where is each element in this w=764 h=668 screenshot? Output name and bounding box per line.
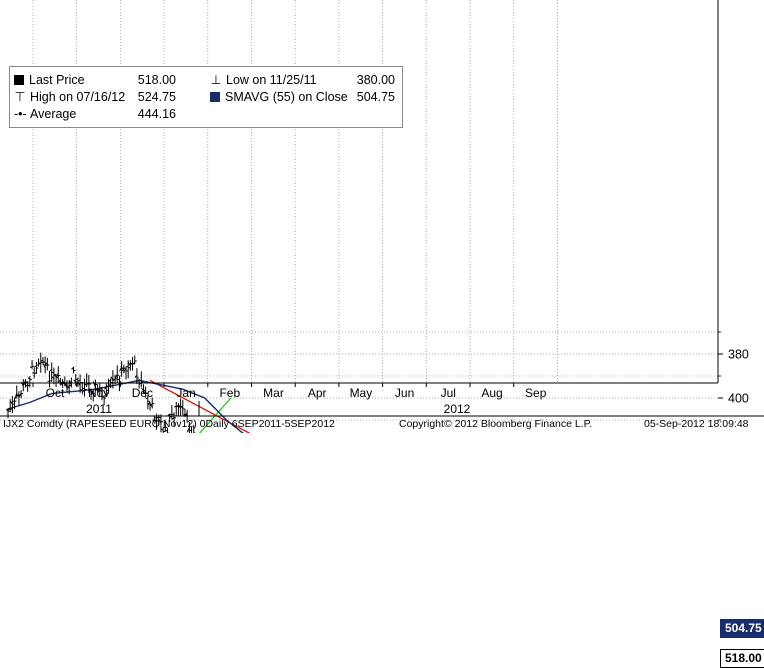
legend-average-label: Average [30,107,76,121]
footer-timestamp: 05-Sep-2012 18:09:48 [644,418,749,430]
legend-average: -•- Average [14,106,76,122]
legend-low: ⊥ Low on 11/25/11 [210,72,317,88]
footer-ticker: IJX2 Comdty (RAPESEED EURO Nov12) 0Daily… [3,418,335,430]
legend-last-price-label: Last Price [29,73,85,87]
last-price-swatch-icon [14,75,24,85]
smavg-swatch-icon [210,92,220,102]
price-bar-open [37,365,39,366]
legend-smavg: SMAVG (55) on Close [210,89,348,105]
legend-last-price-value: 518.00 [110,72,176,88]
x-month-label: Sep [525,386,547,400]
legend-low-label: Low on 11/25/11 [226,73,317,87]
x-axis-labels: Oct Nov Dec Jan Feb Mar Apr May Jun Jul Aug Sep 2011… [46,386,547,416]
x-year-label: 2011 [86,402,112,416]
x-month-label: Jun [395,386,414,400]
average-line-icon: -•- [14,106,26,122]
x-month-label: Apr [308,386,327,400]
footer: IJX2 Comdty (RAPESEED EURO Nov12) 0Daily… [0,417,764,433]
legend-last-price: Last Price [14,72,85,88]
smavg-badge: 504.75 [720,619,764,638]
x-month-label: Mar [263,386,284,400]
x-month-label: Nov [88,386,109,400]
legend-smavg-value: 504.75 [340,89,395,105]
x-month-label: Dec [132,386,153,400]
x-month-label: Aug [481,386,502,400]
x-month-label: Feb [219,386,240,400]
last-price-badge: 518.00 [720,649,764,668]
x-month-label: Jan [176,386,195,400]
price-bar-open [39,363,41,364]
low-marker-icon: ⊥ [210,72,222,88]
y-tick-label: 380 [728,348,749,362]
price-bar-open [85,384,87,385]
price-chart: 380400420440460480500520 OctNovDecJanFeb… [0,0,764,433]
x-year-label: 2012 [444,402,471,416]
axes [0,0,764,433]
legend-smavg-label: SMAVG (55) on Close [225,90,348,104]
legend-box: Last Price 518.00 ⊥ Low on 11/25/11 380.0… [9,66,403,128]
x-month-label: Oct [46,386,65,400]
price-bar-open [176,406,178,407]
x-month-label: Jul [441,386,456,400]
legend-average-value: 444.16 [110,106,176,122]
footer-copyright: Copyright© 2012 Bloomberg Finance L.P. [399,418,592,430]
high-marker-icon: ⊤ [14,89,26,105]
price-bar-open [80,390,82,391]
legend-row-1: Last Price 518.00 ⊥ Low on 11/25/11 380.0… [10,72,402,88]
legend-high-value: 524.75 [110,89,176,105]
legend-row-2: ⊤High on 07/16/12 524.75 SMAVG (55) on C… [10,89,402,105]
legend-high: ⊤High on 07/16/12 [14,89,125,105]
grid-lines [0,0,718,433]
y-tick-label: 400 [728,392,749,406]
legend-row-3: -•- Average 444.16 [10,106,402,122]
x-month-label: May [350,386,373,400]
legend-low-value: 380.00 [340,72,395,88]
